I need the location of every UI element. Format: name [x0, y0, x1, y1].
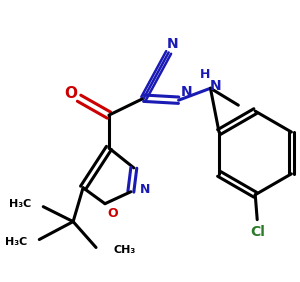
Text: H₃C: H₃C	[9, 199, 31, 209]
Text: N: N	[181, 85, 192, 99]
Text: N: N	[140, 183, 150, 196]
Text: N: N	[167, 38, 178, 52]
Text: H₃C: H₃C	[5, 237, 27, 248]
Text: O: O	[64, 86, 78, 101]
Text: CH₃: CH₃	[114, 245, 136, 255]
Text: H: H	[200, 68, 211, 81]
Text: N: N	[210, 79, 221, 93]
Text: O: O	[108, 207, 118, 220]
Text: Cl: Cl	[250, 224, 265, 239]
